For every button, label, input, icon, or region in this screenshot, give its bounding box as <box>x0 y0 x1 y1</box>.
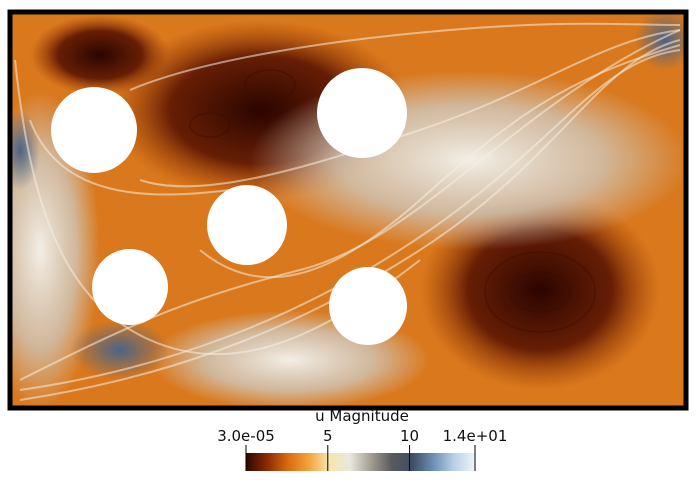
domain-border <box>7 9 689 411</box>
colorbar-tick-label: 3.0e-05 <box>217 427 275 445</box>
colorbar-tick-label: 1.4e+01 <box>443 427 508 445</box>
obstacles <box>51 68 407 345</box>
colorbar-title: u Magnitude <box>315 407 409 425</box>
colorbar-tick-label: 10 <box>400 427 419 445</box>
flow-field <box>10 12 686 408</box>
colorbar-gradient <box>246 453 475 471</box>
colorbar: 3.0e-05 5 10 1.4e+01 <box>217 427 507 471</box>
colorbar-tick-label: 5 <box>323 427 333 445</box>
